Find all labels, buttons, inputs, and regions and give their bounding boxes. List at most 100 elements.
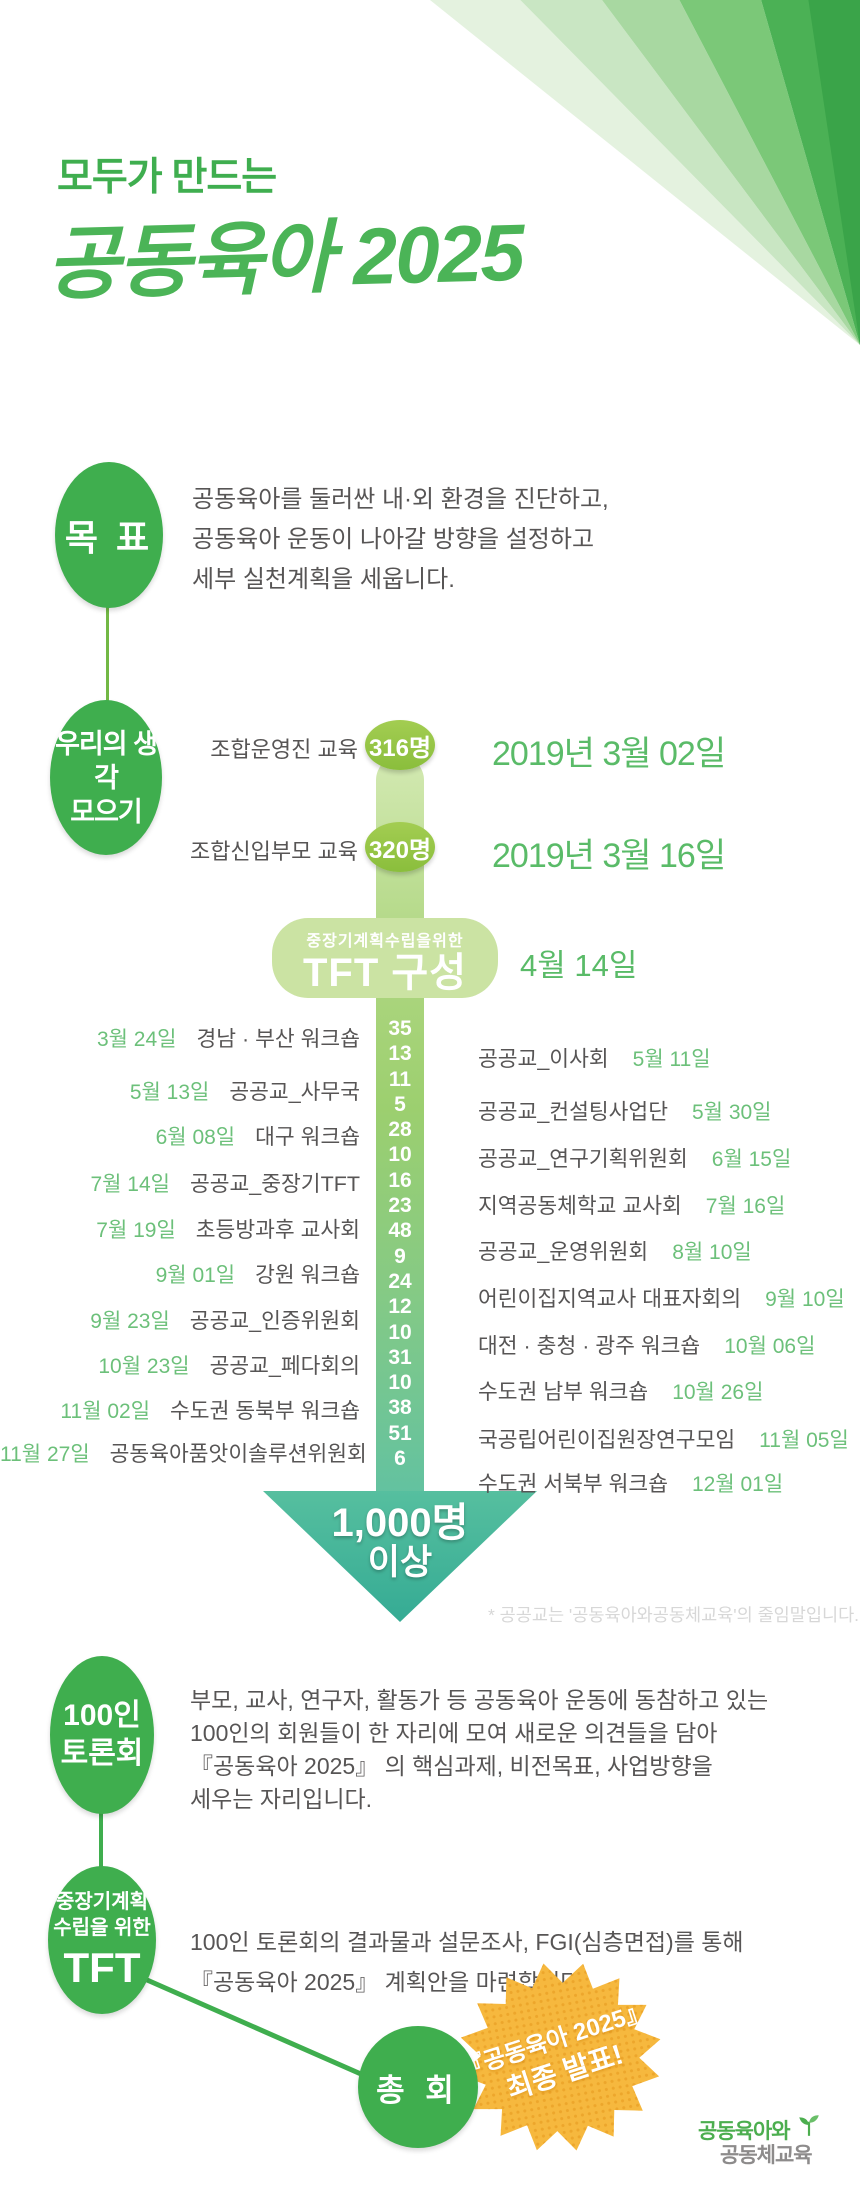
event-row-left: 6월 08일 대구 워크숍: [0, 1120, 360, 1151]
event-row-right: 어린이집지역교사 대표자회의 9월 10일: [478, 1282, 845, 1313]
tft-description: 100인 토론회의 결과물과 설문조사, FGI(심층면접)를 통해 『공동육아…: [190, 1922, 744, 2002]
event-name: 공공교_페다회의: [209, 1354, 360, 1378]
event-row-right: 공공교_연구기획위원회 6월 15일: [478, 1142, 791, 1173]
total-count: 1,000명: [331, 1501, 469, 1545]
sprout-icon: [799, 2115, 819, 2136]
tft-label-line3: TFT: [63, 1944, 141, 1991]
logo-line2: 공동체교육: [720, 2144, 813, 2167]
tft-label-line1: 중장기계획: [56, 1891, 148, 1913]
count-value: 23: [388, 1194, 412, 1218]
count-value: 38: [388, 1396, 412, 1420]
event-name: 초등방과후 교사회: [195, 1218, 360, 1242]
event-date: 12월 01일: [691, 1473, 784, 1496]
event-name: 수도권 남부 워크숍: [478, 1380, 649, 1404]
event-row-right: 공공교_컨설팅사업단 5월 30일: [478, 1095, 772, 1126]
count-value: 35: [388, 1017, 412, 1040]
assembly-circle: 총 회: [358, 2026, 478, 2148]
forum-line: 부모, 교사, 연구자, 활동가 등 공동육아 운동에 동참하고 있는: [190, 1687, 769, 1713]
connector-line: [99, 1812, 103, 1868]
event-name: 공공교_이사회: [478, 1047, 609, 1071]
total-suffix: 이상: [367, 1543, 433, 1582]
event-row-left: 11월 27일 공동육아품앗이솔루션위원회: [0, 1437, 367, 1468]
tft-formation-subtitle: 중장기계획수립을위한: [306, 933, 464, 950]
event-date: 9월 01일: [155, 1264, 236, 1287]
corner-fan-decoration: [430, 0, 860, 345]
event-name: 공동육아품앗이솔루션위원회: [109, 1442, 367, 1466]
count-value: 6: [394, 1447, 406, 1471]
forum-description: 부모, 교사, 연구자, 활동가 등 공동육아 운동에 동참하고 있는 100인…: [190, 1684, 768, 1816]
event-row-right: 국공립어린이집원장연구모임 11월 05일: [478, 1423, 849, 1454]
event-date: 10월 26일: [672, 1381, 764, 1404]
goal-circle: 목 표: [55, 462, 163, 608]
tft-formation-title: TFT 구성: [302, 951, 467, 995]
gather-label-line2: 모으기: [70, 796, 143, 827]
event-row-left: 9월 01일 강원 워크숍: [0, 1258, 360, 1289]
event-name: 국공립어린이집원장연구모임: [478, 1428, 736, 1452]
event-row-left: 5월 13일 공공교_사무국: [0, 1075, 360, 1106]
page-subtitle: 모두가 만드는: [57, 156, 277, 199]
event-date: 6월 08일: [155, 1126, 236, 1149]
event-date: 10월 06일: [724, 1335, 816, 1358]
goal-label: 목 표: [64, 517, 154, 558]
event-name: 지역공동체학교 교사회: [478, 1194, 682, 1218]
count-value: 10: [388, 1143, 412, 1167]
tft-formation-date: 4월 14일: [520, 948, 638, 983]
event-row-left: 7월 19일 초등방과후 교사회: [0, 1213, 360, 1244]
gather-circle: 우리의 생각 모으기: [50, 700, 162, 855]
event-name: 강원 워크숍: [255, 1263, 360, 1287]
forum-line: 세우는 자리입니다.: [190, 1786, 373, 1812]
event-name: 대구 워크숍: [255, 1125, 360, 1149]
count-value: 10: [388, 1320, 412, 1344]
event-date: 11월 02일: [60, 1400, 151, 1423]
forum-label-line1: 100인: [63, 1699, 141, 1732]
count-value: 11: [388, 1067, 412, 1091]
count-value: 28: [388, 1118, 412, 1142]
event-date: 7월 16일: [705, 1195, 786, 1218]
count-value: 5: [394, 1092, 406, 1116]
forum-circle: 100인 토론회: [50, 1656, 154, 1814]
goal-description: 공동육아를 둘러싼 내·외 환경을 진단하고, 공동육아 운동이 나아갈 방향을…: [192, 480, 609, 600]
forum-line: 『공동육아 2025』 의 핵심과제, 비전목표, 사업방향을: [190, 1753, 713, 1779]
diagonal-connector-line: [135, 1973, 373, 2081]
count-value: 24: [388, 1269, 412, 1293]
page-title: 공동육아 2025: [45, 207, 524, 310]
event-name: 수도권 서북부 워크숍: [478, 1472, 668, 1496]
event-row-left: 10월 23일 공공교_페다회의: [0, 1349, 360, 1380]
event-date: 5월 11일: [632, 1048, 711, 1071]
event-date: 10월 23일: [98, 1355, 190, 1378]
event-row-left: 3월 24일 경남 · 부산 워크숍: [0, 1022, 360, 1053]
count-value: 9: [394, 1244, 406, 1268]
count-value: 16: [388, 1168, 412, 1192]
forum-label-line2: 토론회: [60, 1737, 144, 1770]
count-value: 12: [388, 1295, 412, 1319]
count-value: 51: [388, 1421, 412, 1445]
event-name: 공공교_인증위원회: [189, 1309, 360, 1333]
timeline-spine: [376, 756, 424, 1492]
forum-line: 100인의 회원들이 한 자리에 모여 새로운 의견들을 담아: [190, 1720, 718, 1746]
logo-line1: 공동육아와: [698, 2120, 791, 2143]
event-row-right: 공공교_이사회 5월 11일: [478, 1042, 711, 1073]
event-date: 7월 14일: [90, 1173, 170, 1196]
event-row-left: 7월 14일 공공교_중장기TFT: [0, 1167, 360, 1198]
tft-circle: 중장기계획 수립을 위한 TFT: [48, 1866, 156, 2014]
education-row-date: 2019년 3월 16일: [492, 837, 726, 875]
event-name: 공공교_운영위원회: [478, 1240, 649, 1264]
event-name: 공공교_중장기TFT: [189, 1172, 360, 1196]
event-name: 공공교_연구기획위원회: [478, 1147, 688, 1171]
connector-line: [106, 606, 109, 702]
event-row-right: 수도권 서북부 워크숍 12월 01일: [478, 1467, 783, 1498]
event-date: 5월 13일: [129, 1081, 210, 1104]
count-value: 10: [388, 1371, 412, 1395]
education-row-date: 2019년 3월 02일: [492, 735, 726, 773]
event-date: 11월 27일: [0, 1443, 90, 1466]
goal-line: 공동육아를 둘러싼 내·외 환경을 진단하고,: [192, 486, 609, 513]
education-row-label: 조합신입부모 교육: [189, 839, 358, 864]
tft-line: 『공동육아 2025』 계획안을 마련합니다.: [190, 1969, 588, 1995]
attendee-count-badge: 320명: [365, 822, 435, 872]
event-name: 경남 · 부산 워크숍: [196, 1027, 360, 1051]
goal-line: 공동육아 운동이 나아갈 방향을 설정하고: [192, 526, 595, 553]
abbreviation-footnote: * 공공교는 '공동육아와공동체교육'의 줄임말입니다.: [488, 1605, 860, 1625]
event-name: 공공교_컨설팅사업단: [478, 1100, 668, 1124]
event-date: 5월 30일: [691, 1101, 772, 1124]
